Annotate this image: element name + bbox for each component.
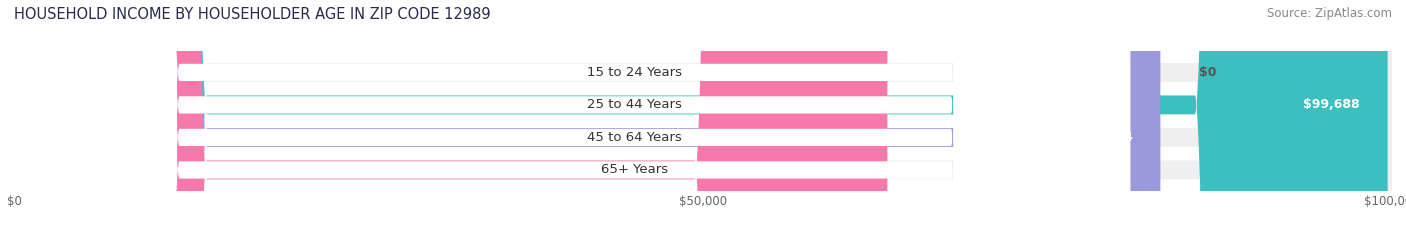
Text: $63,382: $63,382 (803, 163, 860, 176)
FancyBboxPatch shape (14, 0, 1392, 233)
FancyBboxPatch shape (0, 0, 1130, 233)
Text: 45 to 64 Years: 45 to 64 Years (586, 131, 682, 144)
FancyBboxPatch shape (0, 0, 1130, 233)
FancyBboxPatch shape (14, 0, 1392, 233)
Text: 65+ Years: 65+ Years (600, 163, 668, 176)
FancyBboxPatch shape (14, 0, 1388, 233)
Text: $83,194: $83,194 (1076, 131, 1133, 144)
Text: $99,688: $99,688 (1303, 98, 1360, 111)
Text: $0: $0 (1199, 66, 1216, 79)
FancyBboxPatch shape (14, 0, 887, 233)
FancyBboxPatch shape (14, 0, 1160, 233)
Text: HOUSEHOLD INCOME BY HOUSEHOLDER AGE IN ZIP CODE 12989: HOUSEHOLD INCOME BY HOUSEHOLDER AGE IN Z… (14, 7, 491, 22)
FancyBboxPatch shape (14, 0, 1392, 233)
FancyBboxPatch shape (14, 0, 52, 233)
Text: 25 to 44 Years: 25 to 44 Years (586, 98, 682, 111)
Text: Source: ZipAtlas.com: Source: ZipAtlas.com (1267, 7, 1392, 20)
FancyBboxPatch shape (14, 0, 1392, 233)
FancyBboxPatch shape (0, 0, 1130, 233)
Text: 15 to 24 Years: 15 to 24 Years (586, 66, 682, 79)
FancyBboxPatch shape (0, 0, 1130, 233)
